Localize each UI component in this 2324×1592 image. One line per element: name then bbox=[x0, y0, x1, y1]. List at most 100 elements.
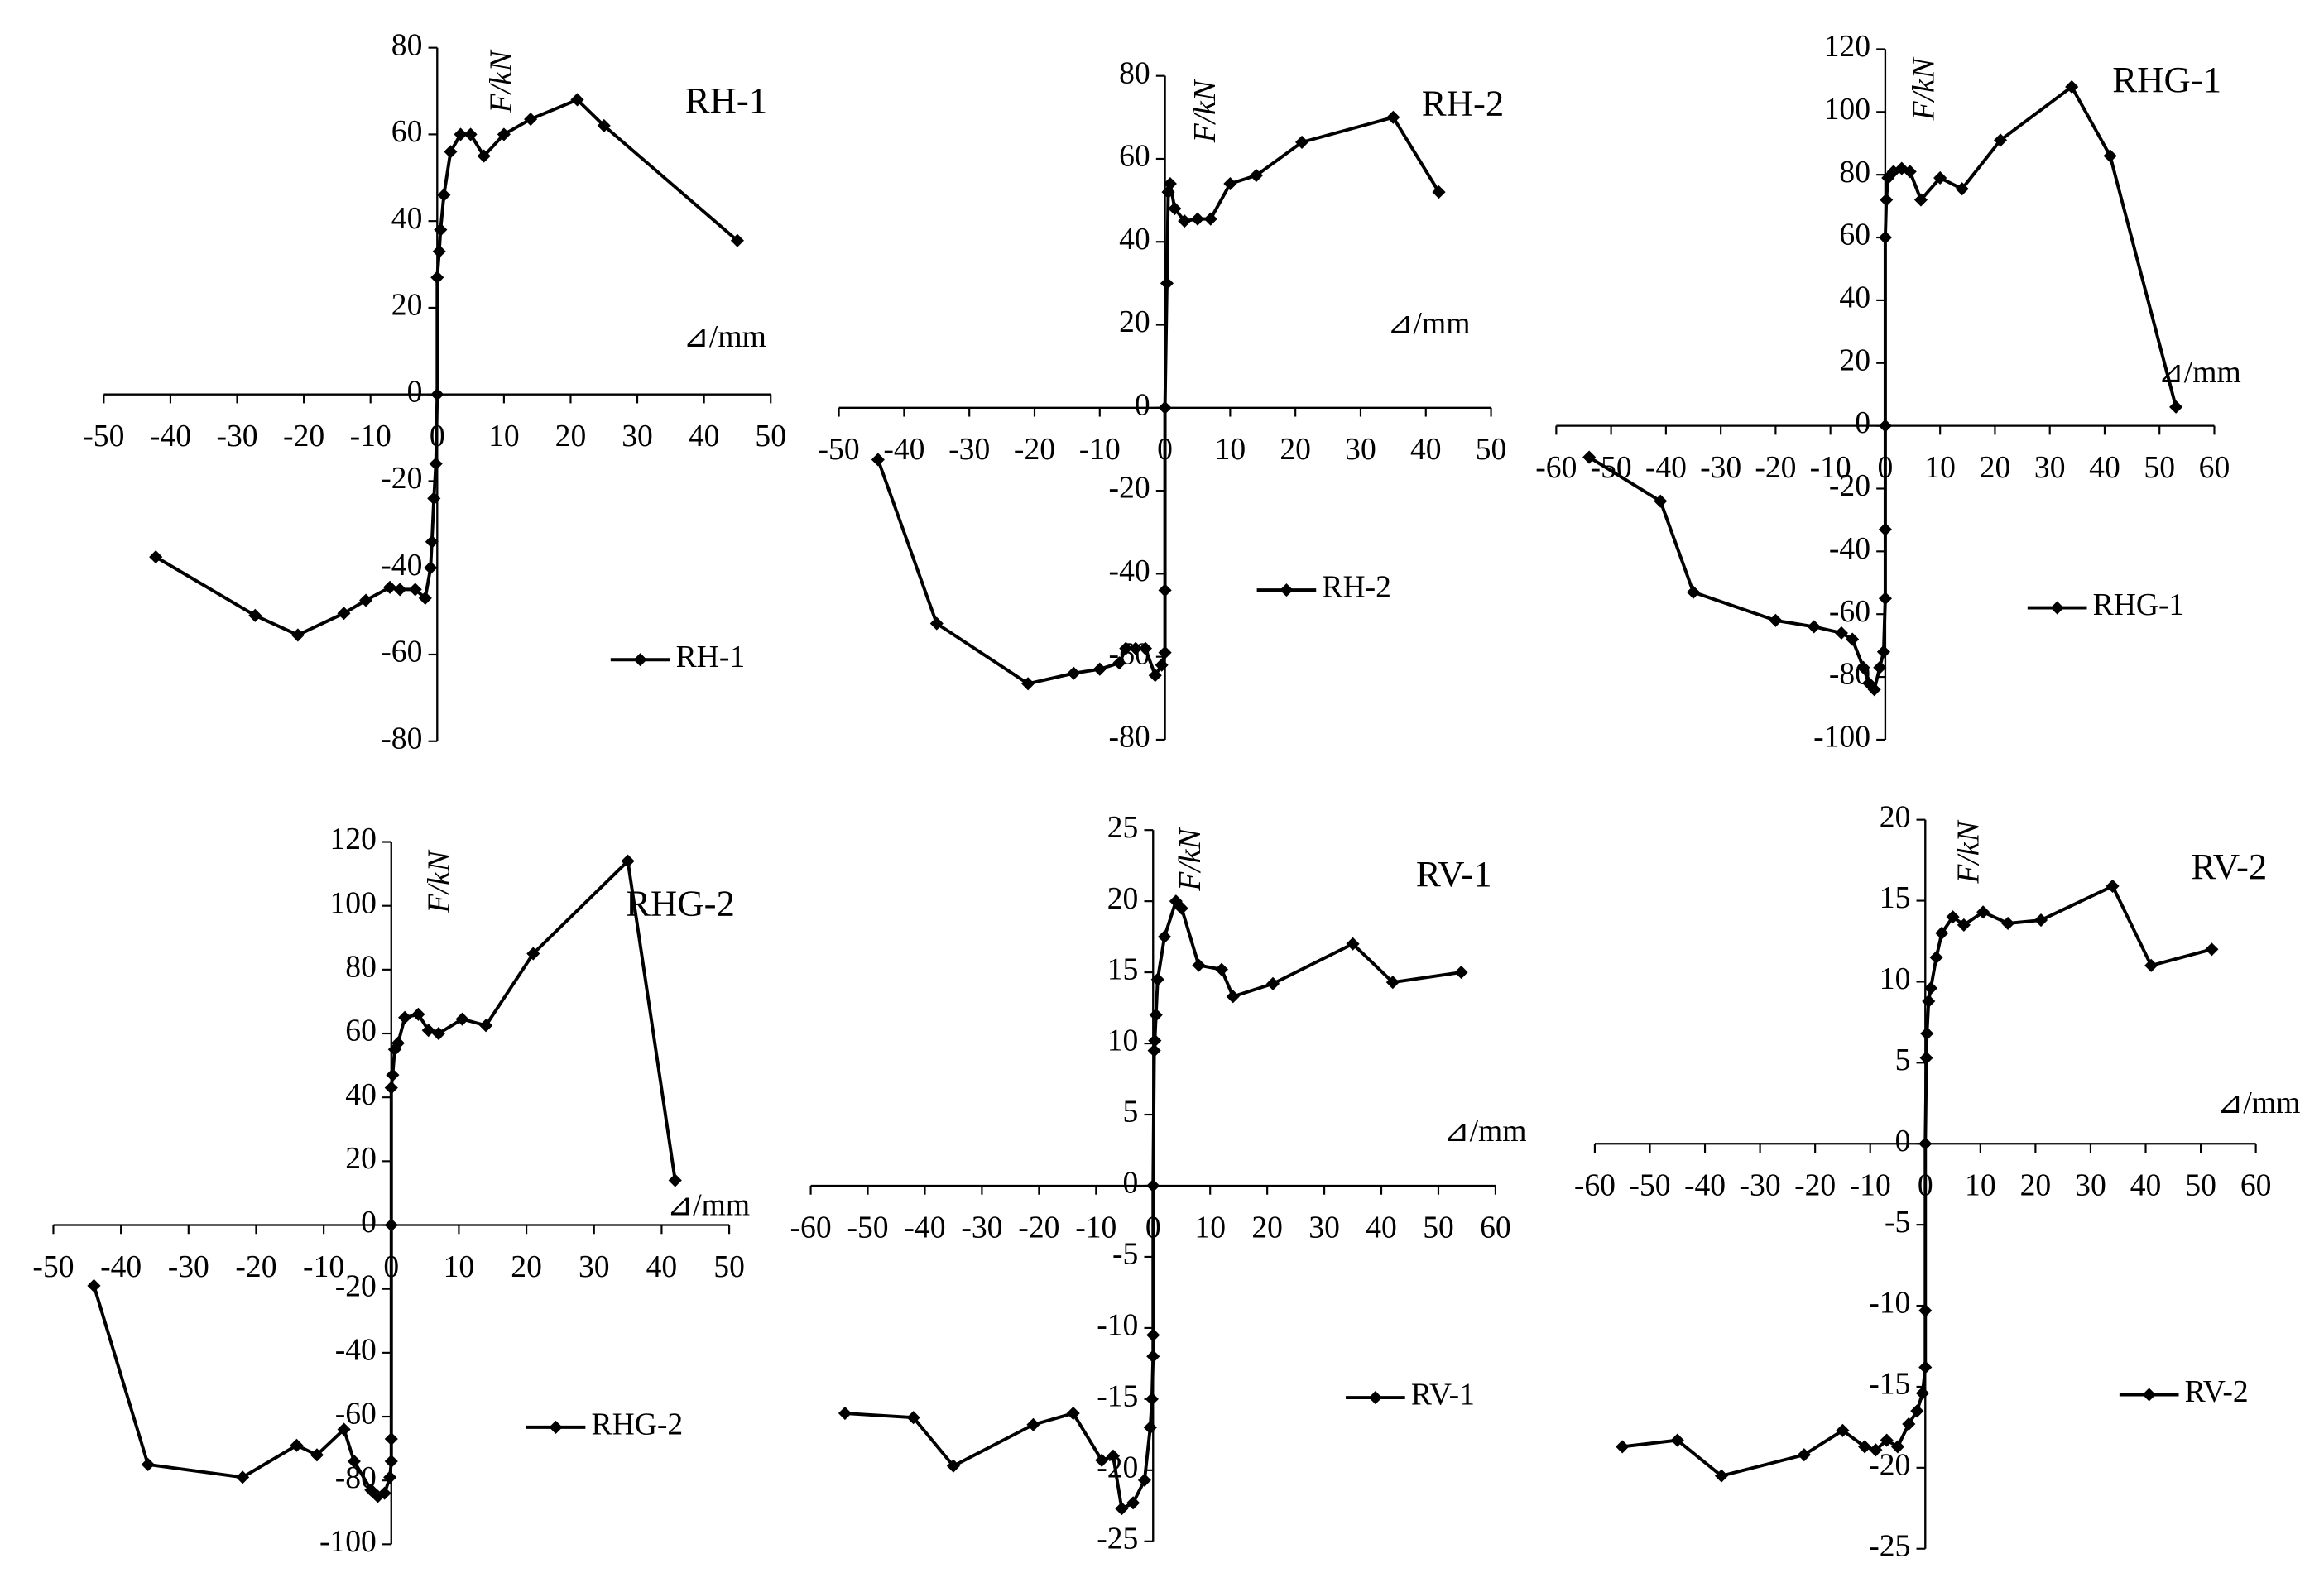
y-tick-label: 0 bbox=[407, 374, 423, 409]
x-tick-label: 30 bbox=[1308, 1210, 1340, 1244]
x-tick-label: -10 bbox=[1850, 1168, 1891, 1203]
x-tick-label: 30 bbox=[2075, 1168, 2106, 1203]
data-point bbox=[1137, 1473, 1151, 1487]
data-point bbox=[1160, 276, 1174, 290]
data-point bbox=[425, 535, 439, 549]
x-tick-label: -30 bbox=[168, 1249, 209, 1284]
data-point bbox=[386, 1068, 400, 1082]
data-point bbox=[1146, 1328, 1160, 1342]
data-point bbox=[1876, 645, 1890, 659]
x-axis-label: ⊿/mm bbox=[2158, 355, 2240, 390]
y-tick-label: -80 bbox=[1109, 720, 1150, 755]
data-point bbox=[1163, 176, 1177, 191]
y-tick-label: -20 bbox=[1109, 471, 1150, 506]
y-tick-label: -5 bbox=[1112, 1237, 1138, 1272]
data-point bbox=[430, 387, 444, 401]
y-tick-label: -40 bbox=[1829, 531, 1870, 566]
data-point bbox=[1145, 1392, 1159, 1406]
data-point bbox=[384, 1218, 398, 1232]
x-tick-label: -10 bbox=[1079, 432, 1121, 467]
y-tick-label: 0 bbox=[1135, 387, 1150, 422]
x-tick-label: -60 bbox=[790, 1210, 832, 1244]
y-tick-label: 5 bbox=[1123, 1095, 1139, 1129]
legend-label: RH-2 bbox=[1322, 570, 1391, 605]
x-tick-label: -10 bbox=[1075, 1210, 1116, 1244]
x-axis-label: ⊿/mm bbox=[667, 1187, 750, 1222]
y-tick-label: -10 bbox=[1869, 1286, 1910, 1321]
data-point bbox=[1119, 641, 1133, 655]
x-tick-label: -40 bbox=[904, 1210, 945, 1244]
subplot: -60 -50 -40 -30 -20 -10 0 10 20 30 40 50 60-25-20-15… bbox=[790, 810, 1527, 1556]
y-tick-label: -100 bbox=[1813, 720, 1870, 755]
chart-title: RV-1 bbox=[1416, 853, 1492, 894]
y-tick-label: -40 bbox=[1109, 554, 1150, 588]
y-tick-label: -25 bbox=[1869, 1528, 1910, 1563]
data-point bbox=[1155, 658, 1169, 672]
chart-title: RH-2 bbox=[1422, 83, 1504, 124]
x-tick-label: 50 bbox=[2144, 450, 2175, 485]
data-point bbox=[477, 149, 491, 163]
y-tick-label: -60 bbox=[1109, 636, 1150, 671]
data-point bbox=[1913, 193, 1928, 207]
y-tick-label: 60 bbox=[1119, 139, 1150, 174]
data-point bbox=[479, 1019, 493, 1033]
data-point bbox=[1066, 1406, 1080, 1421]
data-point bbox=[730, 233, 744, 247]
data-point bbox=[871, 453, 885, 467]
data-point bbox=[497, 127, 511, 141]
legend-label: RV-2 bbox=[2185, 1374, 2249, 1409]
y-tick-label: 40 bbox=[345, 1077, 377, 1112]
data-point bbox=[1126, 1496, 1140, 1510]
x-tick-label: 40 bbox=[1410, 432, 1442, 467]
chart-title: RH-1 bbox=[685, 79, 767, 121]
y-tick-label: 20 bbox=[1880, 799, 1911, 834]
x-axis-label: ⊿/mm bbox=[1387, 306, 1470, 341]
data-point bbox=[454, 127, 468, 141]
data-point bbox=[87, 1278, 101, 1292]
x-tick-label: 10 bbox=[444, 1249, 475, 1284]
subplot: -50 -40 -30 -20 -10 0 10 20 30 40 50-80-60-40-2002… bbox=[819, 55, 1507, 754]
data-point bbox=[411, 1007, 425, 1021]
y-tick-label: 10 bbox=[1107, 1024, 1139, 1058]
data-point bbox=[1138, 641, 1153, 655]
data-point bbox=[391, 1036, 406, 1050]
data-point bbox=[1223, 176, 1237, 191]
chart-title: RHG-2 bbox=[626, 883, 735, 924]
y-tick-label: -100 bbox=[319, 1524, 377, 1559]
data-point bbox=[1878, 419, 1892, 433]
data-point bbox=[384, 1454, 398, 1469]
y-tick-label: 5 bbox=[1895, 1043, 1911, 1077]
legend-marker bbox=[633, 653, 647, 667]
data-point bbox=[236, 1470, 250, 1484]
data-point bbox=[1878, 522, 1892, 536]
data-point bbox=[1026, 1417, 1040, 1431]
y-tick-label: 40 bbox=[391, 201, 423, 236]
subplot: -50 -40 -30 -20 -10 0 10 20 30 40 50-80-60-40-2002… bbox=[83, 27, 786, 755]
data-point bbox=[1158, 645, 1172, 659]
series-line bbox=[155, 98, 739, 637]
data-point bbox=[1929, 951, 1943, 965]
data-point bbox=[1878, 592, 1892, 606]
y-tick-label: -25 bbox=[1097, 1521, 1138, 1556]
y-tick-label: -40 bbox=[381, 548, 422, 583]
x-tick-label: -30 bbox=[948, 432, 990, 467]
y-tick-label: 100 bbox=[329, 885, 376, 920]
data-point bbox=[1920, 1027, 1934, 1041]
y-tick-label: 20 bbox=[345, 1141, 377, 1176]
data-point bbox=[1143, 1421, 1157, 1435]
legend-marker bbox=[2050, 601, 2064, 615]
y-tick-label: 0 bbox=[1855, 405, 1870, 440]
data-point bbox=[1935, 926, 1949, 940]
data-point bbox=[1174, 901, 1188, 915]
x-tick-label: 40 bbox=[2089, 450, 2120, 485]
data-point bbox=[1582, 450, 1597, 464]
data-point bbox=[1867, 683, 1881, 697]
data-point bbox=[1923, 981, 1937, 995]
x-tick-label: -50 bbox=[83, 419, 124, 453]
y-tick-label: 15 bbox=[1107, 952, 1139, 987]
x-tick-label: 20 bbox=[1280, 432, 1311, 467]
data-point bbox=[1654, 494, 1668, 508]
y-tick-label: 10 bbox=[1880, 961, 1911, 996]
data-point bbox=[431, 1026, 445, 1041]
y-tick-label: -60 bbox=[1829, 594, 1870, 629]
